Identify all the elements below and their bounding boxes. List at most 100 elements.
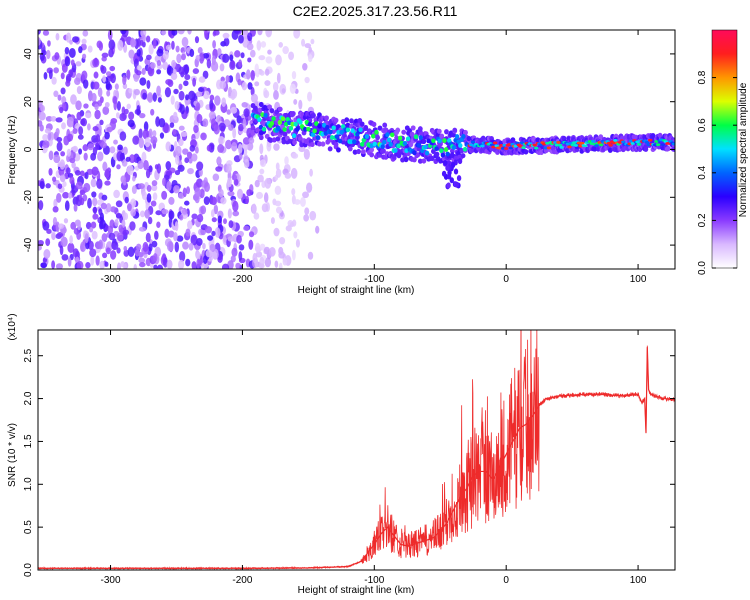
signal-halo (347, 146, 353, 152)
noise-blob (135, 243, 142, 251)
noise-blob (83, 182, 91, 193)
signal-core (443, 147, 449, 152)
noise-blob (206, 58, 212, 69)
noise-blob (108, 48, 114, 58)
noise-blob (82, 30, 89, 37)
noise-blob (213, 124, 220, 135)
noise-blob (155, 210, 162, 216)
noise-blob (139, 77, 147, 86)
signal-core (543, 146, 548, 150)
noise-blob (200, 132, 207, 141)
snr-y-tick-label: 2.5 (23, 348, 34, 362)
signal-halo (457, 158, 463, 165)
noise-blob (185, 228, 191, 237)
noise-blob (178, 259, 185, 269)
noise-blob (44, 128, 52, 134)
noise-blob (134, 249, 141, 257)
snr-x-axis-label: Height of straight line (km) (298, 585, 415, 596)
noise-blob (123, 245, 128, 252)
noise-blob (83, 103, 89, 109)
signal-core (546, 146, 552, 150)
noise-blob (204, 30, 208, 39)
noise-blob (217, 136, 225, 145)
noise-blob (91, 230, 98, 240)
signal-halo (395, 127, 401, 133)
signal-core (492, 141, 498, 145)
noise-blob (231, 174, 238, 181)
signal-halo (258, 101, 264, 108)
noise-blob (57, 183, 63, 190)
colorbar-tick-label: 0.4 (697, 165, 708, 179)
noise-blob (61, 122, 66, 130)
signal-core (258, 124, 264, 130)
snr-x-tick-label: -300 (101, 575, 121, 586)
noise-blob (174, 100, 180, 110)
signal-halo (250, 125, 256, 131)
noise-blob (145, 54, 152, 60)
noise-blob (298, 99, 303, 110)
signal-core (462, 146, 468, 152)
signal-core (556, 141, 561, 144)
spectrogram-y-tick-label: -20 (23, 190, 34, 205)
colorbar-gradient (712, 30, 737, 268)
noise-blob (138, 257, 146, 264)
signal-core (621, 140, 626, 144)
signal-halo (267, 104, 272, 110)
signal-core (350, 128, 355, 134)
noise-blob (251, 203, 257, 214)
noise-blob (197, 214, 204, 223)
noise-blob (127, 119, 135, 128)
noise-blob (254, 63, 259, 74)
noise-blob (172, 128, 177, 135)
signal-core (386, 137, 392, 143)
noise-blob (115, 112, 120, 119)
noise-blob (174, 169, 181, 176)
noise-blob (54, 52, 60, 60)
noise-blob (77, 134, 84, 140)
snr-scale-label: (x10⁴) (7, 313, 18, 340)
noise-blob (60, 87, 66, 95)
signal-core (557, 143, 563, 147)
signal-halo (382, 122, 388, 128)
noise-blob (127, 203, 132, 212)
noise-blob (159, 132, 165, 139)
signal-halo (421, 138, 427, 145)
colorbar-ticks: 0.0 0.2 0.4 0.6 0.8 (697, 29, 738, 275)
noise-blob (104, 180, 111, 186)
noise-blob (247, 57, 252, 63)
noise-blob (84, 171, 89, 180)
noise-blob (301, 38, 306, 47)
noise-blob (257, 174, 264, 183)
signal-halo (415, 152, 421, 158)
noise-blob (129, 221, 136, 231)
signal-halo (408, 142, 414, 148)
noise-blob (264, 257, 272, 268)
signal-core (559, 145, 564, 149)
noise-blob (189, 48, 195, 58)
noise-blob (237, 143, 243, 155)
noise-blob (192, 68, 200, 74)
noise-blob (218, 188, 224, 198)
signal-core (437, 138, 442, 144)
noise-blob (156, 85, 161, 96)
noise-blob (119, 131, 127, 141)
noise-blob (245, 195, 250, 205)
noise-blob (141, 67, 146, 76)
noise-blob (183, 80, 189, 87)
noise-blob (153, 264, 158, 269)
signal-halo (298, 136, 303, 142)
noise-blob (166, 240, 174, 252)
noise-blob (213, 204, 219, 215)
signal-halo (592, 146, 598, 152)
signal-halo (369, 147, 375, 153)
noise-blob (92, 126, 99, 132)
noise-blob (178, 125, 185, 131)
signal-halo (441, 170, 447, 177)
signal-core (447, 138, 452, 143)
spectrogram-y-tick-label: -40 (23, 237, 34, 252)
spectrogram-y-ticks: -40 -20 0 20 40 (23, 48, 675, 252)
noise-blob (68, 47, 76, 58)
signal-halo (460, 153, 466, 159)
noise-blob (69, 235, 73, 244)
signal-core (630, 142, 635, 145)
